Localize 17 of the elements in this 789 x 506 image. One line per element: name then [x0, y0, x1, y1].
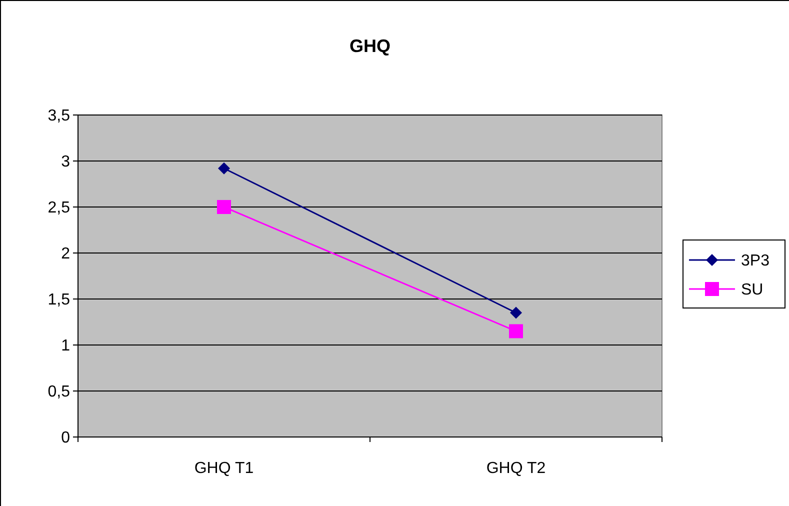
y-tick-label: 3,5: [48, 108, 70, 125]
y-tick-label: 0: [61, 430, 70, 447]
point: [509, 324, 523, 338]
y-tick-label: 1,5: [48, 292, 70, 309]
y-tick-label: 3: [61, 154, 70, 171]
legend-label: 3P3: [741, 252, 770, 270]
x-tick-label: GHQ T2: [486, 460, 546, 477]
y-tick-label: 2: [61, 246, 70, 263]
x-tick-label: GHQ T1: [194, 460, 254, 477]
point: [217, 200, 231, 214]
legend-label: SU: [741, 282, 764, 299]
y-tick-label: 0,5: [48, 384, 70, 401]
y-tick-label: 2,5: [48, 200, 70, 217]
point: [218, 162, 230, 174]
y-tick-label: 1: [61, 338, 70, 355]
chart-title: GHQ: [349, 36, 391, 56]
point: [510, 306, 522, 319]
